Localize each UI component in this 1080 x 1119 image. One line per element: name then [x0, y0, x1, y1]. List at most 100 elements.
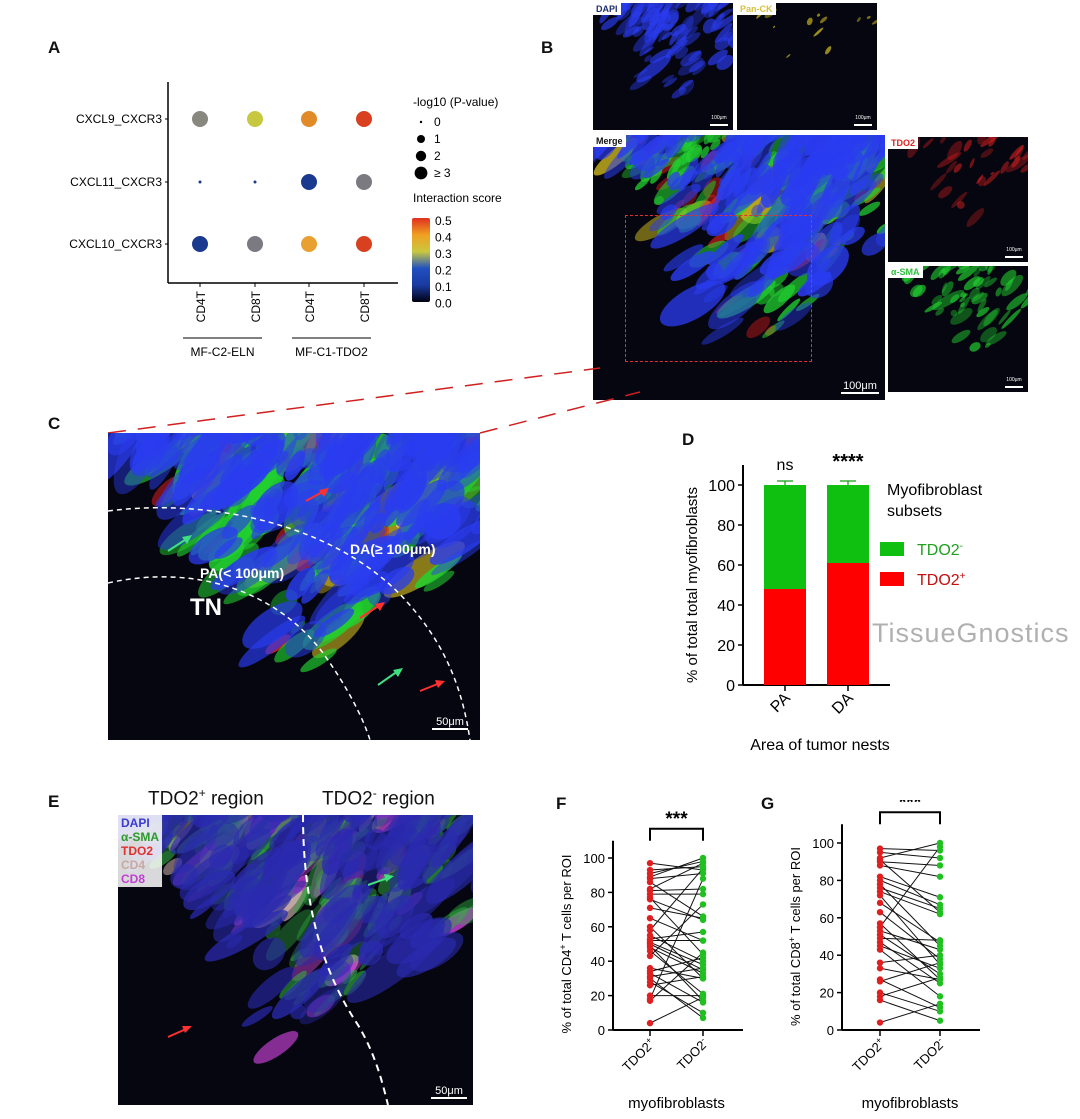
dot-point: [356, 174, 372, 190]
tissue-blob: [384, 433, 452, 472]
tissue-blob: [950, 308, 973, 325]
tissue-blob: [631, 26, 643, 35]
panel-label-c: C: [48, 414, 61, 433]
pair-line: [879, 842, 941, 859]
dapi-label: DAPI: [593, 3, 621, 15]
x-tick-label-sup: -: [698, 1035, 707, 1044]
tissue-blob: [675, 3, 681, 11]
tissue-blob: [663, 244, 704, 272]
tissue-blob: [314, 990, 340, 1016]
tissue-blob: [363, 815, 423, 871]
tissue-blob: [714, 37, 731, 51]
tissue-blob: [960, 302, 965, 308]
tissue-blob: [258, 521, 326, 584]
pair-line: [879, 979, 941, 1009]
x-tick-label: TDO2-: [910, 1035, 948, 1073]
y-tick-label: 0: [726, 678, 735, 695]
x-tick-label: TDO2+: [849, 1035, 889, 1075]
tissue-blob: [253, 1031, 299, 1064]
tissue-blob: [409, 834, 473, 917]
tissue-blob: [319, 815, 373, 900]
tissue-blob: [209, 844, 233, 868]
tissue-blob: [293, 433, 309, 441]
panel-label-a: A: [48, 38, 61, 57]
tissue-blob: [685, 144, 703, 163]
pair-line: [879, 846, 941, 928]
y-axis-label: % of total total myofibroblasts: [684, 487, 701, 683]
y-tick-label: 100: [708, 478, 735, 495]
tissue-blob: [712, 14, 724, 29]
tdo2-positive-point: [646, 982, 654, 989]
y-tick-label: 40: [717, 598, 735, 615]
tissue-blob: [262, 534, 301, 568]
pair-line: [879, 923, 941, 980]
tissue-blob: [680, 3, 711, 35]
tdo2-negative-region-title: TDO2- region: [322, 786, 435, 810]
tdo2-positive-point: [646, 952, 654, 960]
tissue-blob: [980, 137, 1006, 148]
size-legend-label: 1: [434, 132, 441, 146]
pair-line: [649, 926, 704, 979]
tdo2-positive-region-title: TDO2+ region: [148, 786, 264, 810]
tissue-blob: [716, 55, 733, 70]
tissue-blob: [947, 140, 963, 160]
scale-bar: 100μm: [1005, 375, 1023, 388]
dapi-micrograph: DAPI 100μm: [593, 3, 733, 130]
tissue-blob: [129, 433, 170, 477]
legend-swatch: [880, 542, 904, 556]
tissue-blob: [299, 884, 361, 958]
pair-line: [649, 862, 704, 871]
tdo2-negative-point: [936, 910, 944, 918]
tissue-blob: [876, 222, 885, 235]
tissue-blob: [702, 18, 717, 34]
tissue-blob: [732, 168, 751, 196]
tissue-blob: [661, 74, 675, 83]
tissue-blob: [293, 885, 312, 914]
legend-label-base: TDO2: [917, 542, 960, 559]
tissue-blob: [633, 25, 645, 37]
legend-label: TDO2+: [917, 571, 966, 589]
tissue-blob: [922, 138, 934, 149]
tdo2-negative-point: [699, 928, 707, 936]
pair-line: [649, 862, 704, 890]
tdo2-negative-point: [936, 894, 944, 901]
tissue-blob: [314, 608, 355, 638]
tissue-blob: [673, 135, 722, 154]
y-tick-label: 40: [591, 954, 605, 969]
tissue-blob: [406, 520, 438, 545]
tissue-blob: [182, 454, 243, 525]
panel-label-e: E: [48, 792, 60, 811]
tdo2-negative-point: [936, 965, 944, 972]
tdo2-positive-point: [876, 899, 884, 907]
tdo2-negative-point: [699, 937, 707, 944]
tissue-blob: [912, 284, 926, 298]
row-label: CXCL9_CXCR3: [76, 112, 162, 126]
tissue-blob: [604, 135, 650, 179]
tdo2-negative-point: [699, 999, 707, 1006]
tissue-blob: [399, 912, 433, 940]
tissue-blob: [921, 266, 932, 271]
tissue-blob: [320, 943, 353, 976]
tissue-blob: [170, 863, 198, 889]
tissue-blob: [335, 953, 366, 986]
tissue-blob: [775, 302, 813, 331]
tissue-blob: [163, 815, 195, 838]
pair-line: [649, 931, 704, 940]
tissue-blob: [242, 601, 303, 649]
tissue-blob: [653, 3, 673, 14]
tdo2-negative-point: [936, 946, 944, 953]
dot-point: [356, 236, 372, 252]
y-tick-label: 20: [591, 989, 605, 1004]
y-axis-label-sup: +: [558, 944, 568, 949]
asma-label: α-SMA: [888, 266, 923, 278]
tissue-blob: [285, 450, 305, 481]
tissue-blob: [788, 151, 833, 188]
legend-title: subsets: [887, 503, 942, 520]
tissue-blob: [665, 39, 688, 59]
tissue-blob: [938, 186, 953, 199]
tissue-blob: [939, 137, 946, 144]
y-tick-label: 20: [717, 638, 735, 655]
tissue-blob: [1023, 137, 1028, 138]
tissue-blob: [800, 169, 835, 222]
